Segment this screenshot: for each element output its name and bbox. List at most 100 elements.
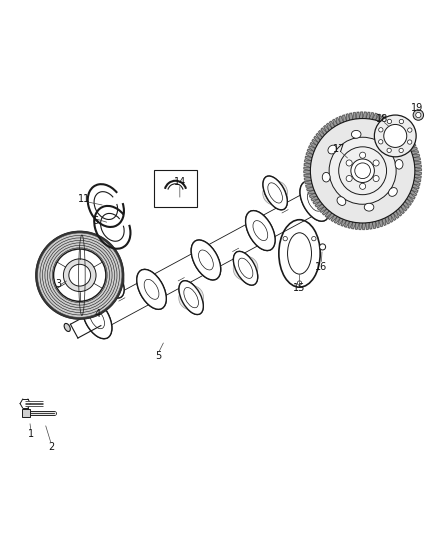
Ellipse shape bbox=[238, 258, 253, 278]
Polygon shape bbox=[318, 131, 325, 138]
Polygon shape bbox=[306, 152, 313, 158]
Polygon shape bbox=[307, 149, 314, 155]
Polygon shape bbox=[396, 127, 403, 133]
Polygon shape bbox=[413, 158, 420, 161]
Polygon shape bbox=[308, 190, 315, 194]
Ellipse shape bbox=[263, 181, 287, 205]
Polygon shape bbox=[408, 144, 416, 149]
Ellipse shape bbox=[268, 183, 283, 203]
Polygon shape bbox=[304, 174, 311, 177]
Polygon shape bbox=[352, 222, 356, 229]
Ellipse shape bbox=[198, 250, 213, 270]
Polygon shape bbox=[399, 129, 406, 135]
Polygon shape bbox=[376, 221, 379, 228]
Circle shape bbox=[360, 183, 366, 189]
Text: 14: 14 bbox=[174, 176, 186, 187]
Ellipse shape bbox=[191, 240, 221, 280]
Polygon shape bbox=[413, 181, 420, 185]
Polygon shape bbox=[304, 177, 311, 181]
Circle shape bbox=[355, 163, 371, 179]
Circle shape bbox=[320, 244, 325, 250]
Polygon shape bbox=[334, 216, 340, 223]
Ellipse shape bbox=[233, 252, 258, 285]
Polygon shape bbox=[401, 132, 408, 138]
Polygon shape bbox=[309, 146, 315, 151]
Ellipse shape bbox=[100, 264, 124, 298]
Polygon shape bbox=[372, 114, 377, 120]
Polygon shape bbox=[391, 213, 396, 220]
Polygon shape bbox=[385, 216, 389, 224]
Ellipse shape bbox=[246, 211, 275, 251]
Circle shape bbox=[69, 264, 91, 286]
Ellipse shape bbox=[100, 264, 124, 298]
Ellipse shape bbox=[263, 176, 287, 210]
Bar bbox=[154, 169, 197, 207]
Ellipse shape bbox=[300, 181, 329, 221]
Polygon shape bbox=[382, 117, 388, 124]
Polygon shape bbox=[396, 209, 402, 216]
Ellipse shape bbox=[233, 256, 258, 280]
Text: 17: 17 bbox=[332, 144, 345, 154]
Circle shape bbox=[297, 281, 302, 285]
Ellipse shape bbox=[179, 281, 203, 314]
Polygon shape bbox=[385, 118, 391, 125]
Ellipse shape bbox=[198, 249, 214, 271]
Polygon shape bbox=[414, 174, 421, 178]
Circle shape bbox=[408, 128, 412, 132]
Circle shape bbox=[373, 175, 379, 182]
Polygon shape bbox=[363, 223, 366, 230]
Polygon shape bbox=[376, 115, 381, 121]
Polygon shape bbox=[411, 151, 418, 155]
Polygon shape bbox=[415, 167, 421, 171]
Ellipse shape bbox=[300, 181, 329, 221]
Polygon shape bbox=[318, 204, 325, 209]
Polygon shape bbox=[313, 199, 320, 204]
Polygon shape bbox=[382, 218, 386, 225]
Polygon shape bbox=[401, 204, 407, 211]
Ellipse shape bbox=[82, 299, 112, 338]
Circle shape bbox=[351, 159, 374, 182]
Circle shape bbox=[387, 119, 392, 124]
Ellipse shape bbox=[137, 269, 166, 309]
Polygon shape bbox=[412, 155, 420, 158]
Polygon shape bbox=[306, 184, 313, 187]
Polygon shape bbox=[414, 177, 420, 182]
Polygon shape bbox=[403, 201, 409, 208]
Polygon shape bbox=[415, 171, 421, 174]
Polygon shape bbox=[307, 187, 314, 191]
Ellipse shape bbox=[322, 172, 330, 182]
Polygon shape bbox=[327, 123, 332, 131]
Circle shape bbox=[346, 160, 352, 166]
Ellipse shape bbox=[105, 271, 119, 291]
Circle shape bbox=[374, 115, 416, 157]
Text: 19: 19 bbox=[411, 103, 423, 112]
Ellipse shape bbox=[395, 159, 403, 169]
Polygon shape bbox=[322, 209, 329, 215]
Ellipse shape bbox=[179, 286, 204, 310]
Polygon shape bbox=[411, 187, 418, 192]
Polygon shape bbox=[379, 116, 384, 122]
Polygon shape bbox=[343, 115, 346, 122]
Polygon shape bbox=[310, 142, 317, 149]
Text: 15: 15 bbox=[293, 283, 306, 293]
Ellipse shape bbox=[265, 179, 286, 207]
Polygon shape bbox=[339, 116, 343, 124]
Text: 5: 5 bbox=[155, 351, 161, 361]
Ellipse shape bbox=[191, 240, 221, 280]
Ellipse shape bbox=[328, 145, 337, 154]
Polygon shape bbox=[304, 160, 311, 164]
Ellipse shape bbox=[337, 197, 346, 205]
Polygon shape bbox=[363, 112, 366, 119]
Polygon shape bbox=[414, 164, 421, 167]
Ellipse shape bbox=[179, 281, 203, 314]
Polygon shape bbox=[405, 138, 412, 143]
Polygon shape bbox=[412, 184, 419, 189]
Ellipse shape bbox=[288, 233, 311, 274]
Polygon shape bbox=[388, 120, 394, 127]
Ellipse shape bbox=[351, 131, 361, 138]
Circle shape bbox=[64, 259, 96, 292]
Circle shape bbox=[311, 118, 415, 223]
Ellipse shape bbox=[137, 269, 166, 309]
Polygon shape bbox=[369, 112, 374, 119]
Polygon shape bbox=[366, 223, 369, 229]
